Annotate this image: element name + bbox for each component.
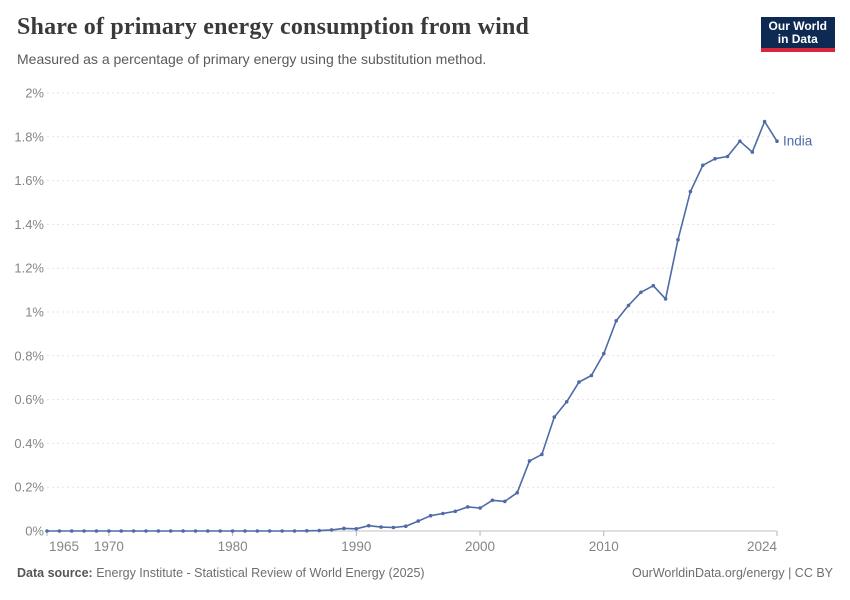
data-point: [329, 528, 334, 532]
owid-logo-line1: Our World: [768, 19, 827, 33]
series-line: [46, 120, 778, 532]
data-point: [428, 513, 433, 518]
data-point: [564, 400, 569, 404]
data-point: [193, 529, 198, 533]
data-point: [144, 529, 148, 533]
data-point: [107, 529, 111, 533]
data-point: [527, 459, 532, 463]
data-point: [131, 529, 136, 533]
data-point: [379, 525, 383, 529]
data-point: [651, 283, 656, 288]
data-point: [713, 156, 717, 161]
data-source-text: Energy Institute - Statistical Review of…: [92, 566, 425, 580]
data-point: [94, 529, 99, 533]
data-point: [738, 139, 742, 143]
x-tick-label: 2024: [747, 539, 778, 554]
data-point: [243, 529, 247, 533]
series-label-india[interactable]: India: [783, 134, 813, 149]
data-point: [218, 529, 222, 533]
data-source: Data source: Energy Institute - Statisti…: [17, 566, 425, 580]
x-tick-label: 2000: [465, 539, 495, 554]
data-point: [602, 351, 606, 356]
data-point: [354, 527, 359, 531]
x-tick-label: 1965: [49, 539, 79, 554]
data-point: [255, 529, 260, 533]
data-point: [119, 529, 123, 533]
data-point: [416, 519, 421, 523]
data-point: [168, 529, 173, 533]
data-point: [181, 529, 185, 533]
data-point: [45, 529, 49, 533]
y-tick-label: 2%: [25, 86, 44, 101]
data-point: [342, 526, 346, 531]
data-point: [465, 505, 470, 509]
data-point: [552, 415, 557, 419]
data-point: [762, 119, 767, 124]
y-tick-label: 0%: [25, 524, 44, 539]
data-point: [305, 529, 309, 533]
footer-link[interactable]: OurWorldinData.org/energy | CC BY: [631, 566, 833, 580]
data-point: [230, 529, 235, 533]
data-point: [626, 303, 631, 308]
data-point: [82, 529, 86, 533]
data-point: [156, 529, 161, 533]
data-point: [750, 150, 755, 154]
data-point: [206, 529, 210, 533]
data-point: [391, 525, 396, 530]
data-point: [688, 189, 693, 194]
data-point: [577, 380, 581, 384]
x-tick-label: 1980: [218, 539, 248, 554]
y-tick-label: 0.2%: [14, 480, 44, 495]
y-tick-label: 1.8%: [14, 129, 44, 144]
data-point: [292, 529, 297, 533]
y-tick-label: 0.6%: [14, 392, 44, 407]
data-point: [639, 290, 643, 295]
data-point: [267, 529, 272, 533]
data-point: [478, 506, 482, 510]
data-point: [441, 511, 445, 516]
y-tick-label: 0.8%: [14, 348, 44, 363]
data-point: [490, 498, 495, 503]
data-point: [589, 373, 594, 378]
x-tick-label: 2010: [589, 539, 619, 554]
data-point: [775, 139, 779, 143]
owid-logo-line2: in Data: [777, 32, 818, 46]
data-point: [404, 524, 408, 528]
data-point: [676, 237, 680, 242]
data-point: [503, 499, 507, 504]
y-tick-label: 1%: [25, 305, 44, 320]
data-point: [725, 154, 730, 159]
data-point: [614, 319, 618, 323]
chart-subtitle: Measured as a percentage of primary ener…: [17, 51, 487, 67]
data-point: [701, 163, 705, 168]
data-point: [317, 528, 322, 533]
chart-title: Share of primary energy consumption from…: [17, 14, 530, 40]
chart-footer: Data source: Energy Institute - Statisti…: [17, 566, 833, 580]
data-source-label: Data source:: [17, 566, 93, 580]
y-tick-label: 1.6%: [14, 173, 44, 188]
x-tick-label: 1990: [341, 539, 371, 554]
data-point: [663, 297, 668, 301]
y-tick-label: 0.4%: [14, 436, 44, 451]
data-point: [515, 490, 519, 495]
data-point: [69, 529, 74, 533]
data-point: [366, 523, 371, 528]
owid-logo[interactable]: Our World in Data: [760, 17, 835, 52]
data-point: [540, 452, 544, 457]
x-tick-label: 1970: [94, 539, 124, 554]
data-point: [453, 509, 458, 514]
y-tick-label: 1.2%: [14, 261, 44, 276]
data-point: [280, 529, 284, 533]
y-tick-label: 1.4%: [14, 217, 44, 232]
data-point: [57, 529, 62, 533]
